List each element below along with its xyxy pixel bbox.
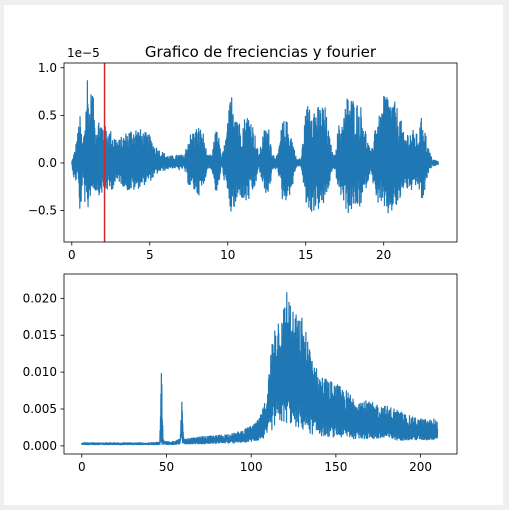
y-tick-label: −0.5	[28, 204, 57, 218]
x-tick-label: 50	[159, 460, 174, 474]
x-tick-label: 20	[376, 248, 391, 262]
y-tick-label: 0.015	[23, 328, 57, 342]
y-tick-label: 0.000	[23, 439, 57, 453]
y-tick-label: 0.010	[23, 365, 57, 379]
x-tick-label: 150	[324, 460, 347, 474]
axes-frame	[63, 273, 458, 455]
x-tick-label: 0	[78, 460, 86, 474]
y-tick-label: 0.005	[23, 402, 57, 416]
series-line	[71, 80, 439, 214]
x-tick-label: 10	[220, 248, 235, 262]
chart-waveform: 0 5 10 15 20 −0.5 0.0 0.5 1.0 Grafico de frecienc…	[28, 43, 458, 262]
y-tick-label: 0.0	[38, 156, 57, 170]
chart-fourier-spectrum: 0 50 100 150 200 0.000 0.005 0.010 0.015 0.020	[23, 273, 458, 474]
series-line	[81, 292, 439, 446]
y-tick-label: 0.5	[38, 108, 57, 122]
x-tick-label: 5	[146, 248, 154, 262]
chart-title: Grafico de freciencias y fourier	[145, 43, 377, 61]
x-tick-label: 100	[240, 460, 263, 474]
y-axis-offset-label: 1e−5	[67, 46, 100, 60]
axes-frame	[63, 62, 458, 243]
figure: 0 5 10 15 20 −0.5 0.0 0.5 1.0 Grafico de frecienc…	[4, 5, 503, 505]
y-tick-label: 0.020	[23, 291, 57, 305]
x-tick-label: 200	[409, 460, 432, 474]
y-tick-label: 1.0	[38, 61, 57, 75]
figure-canvas: 0 5 10 15 20 −0.5 0.0 0.5 1.0 Grafico de frecienc…	[23, 43, 458, 474]
x-tick-label: 15	[298, 248, 313, 262]
x-tick-label: 0	[68, 248, 76, 262]
